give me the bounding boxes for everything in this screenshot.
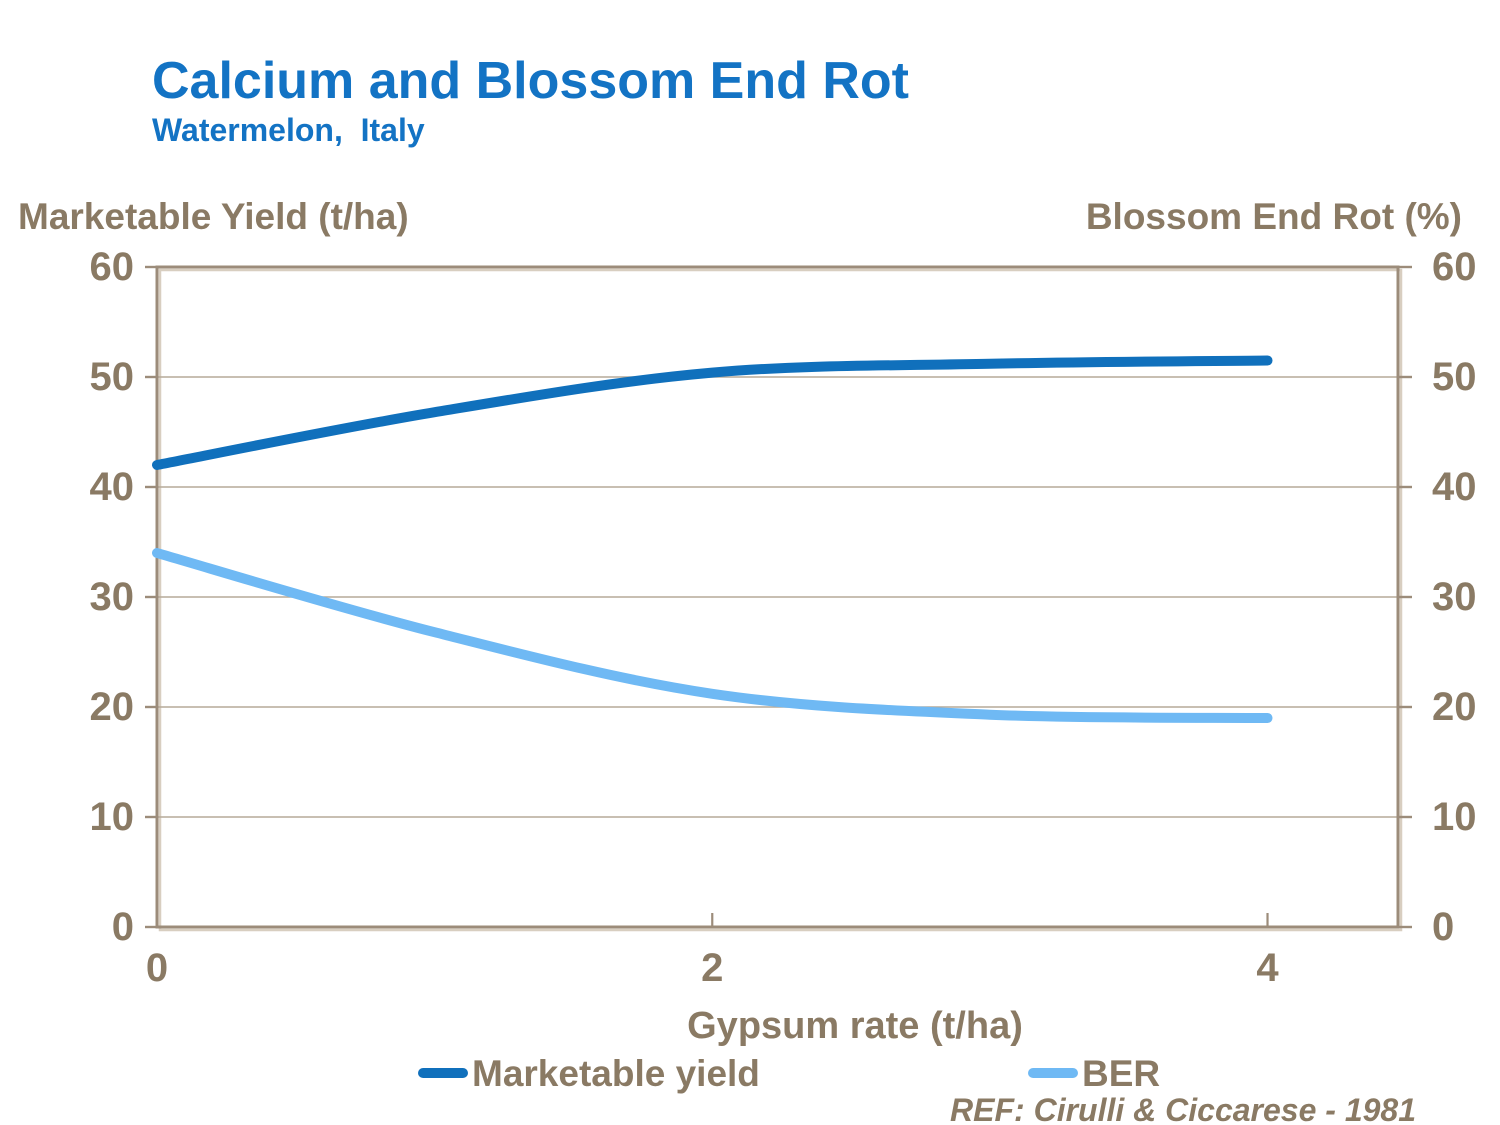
y-tick-label-right: 30 xyxy=(1432,575,1477,619)
y-tick-label-right: 0 xyxy=(1432,905,1455,949)
y-tick-label-left: 30 xyxy=(89,575,135,619)
chart-subtitle: Watermelon, Italy xyxy=(152,112,425,148)
x-tick-label: 4 xyxy=(1256,946,1279,990)
ber-line xyxy=(152,548,1273,723)
marketable-yield-line xyxy=(152,355,1273,470)
x-tick-label: 2 xyxy=(701,946,724,990)
y-tick-label-right: 50 xyxy=(1432,355,1477,399)
left-axis-title: Marketable Yield (t/ha) xyxy=(18,196,409,237)
y-tick-label-left: 0 xyxy=(111,905,134,949)
y-tick-label-right: 20 xyxy=(1432,685,1477,729)
y-tick-label-right: 10 xyxy=(1432,795,1477,839)
y-tick-label-left: 50 xyxy=(89,355,135,399)
marketable-yield-line-swatch xyxy=(418,1068,468,1078)
plot-frame xyxy=(155,265,1400,929)
y-tick-label-left: 20 xyxy=(89,685,135,729)
legend-item-ber: BER xyxy=(1028,1050,1160,1096)
legend-item-marketable-yield: Marketable yield xyxy=(418,1050,760,1096)
y-tick-label-left: 40 xyxy=(89,465,135,509)
legend: Marketable yield BER xyxy=(0,1050,1500,1096)
y-tick-label-left: 60 xyxy=(89,245,135,289)
legend-label-ber: BER xyxy=(1082,1052,1161,1094)
x-tick-label: 0 xyxy=(145,946,169,990)
y-tick-label-left: 10 xyxy=(89,795,135,839)
chart-title: Calcium and Blossom End Rot xyxy=(152,52,909,110)
y-tick-label-right: 60 xyxy=(1432,245,1477,289)
plot-frame-highlight xyxy=(158,268,1403,932)
reference-note: REF: Cirulli & Ciccarese - 1981 xyxy=(950,1092,1416,1125)
right-axis-title: Blossom End Rot (%) xyxy=(1085,196,1462,237)
x-axis-title: Gypsum rate (t/ha) xyxy=(687,1005,1023,1047)
legend-label-marketable-yield: Marketable yield xyxy=(472,1052,760,1094)
y-tick-label-right: 40 xyxy=(1432,465,1477,509)
ber-line-swatch xyxy=(1028,1068,1078,1078)
